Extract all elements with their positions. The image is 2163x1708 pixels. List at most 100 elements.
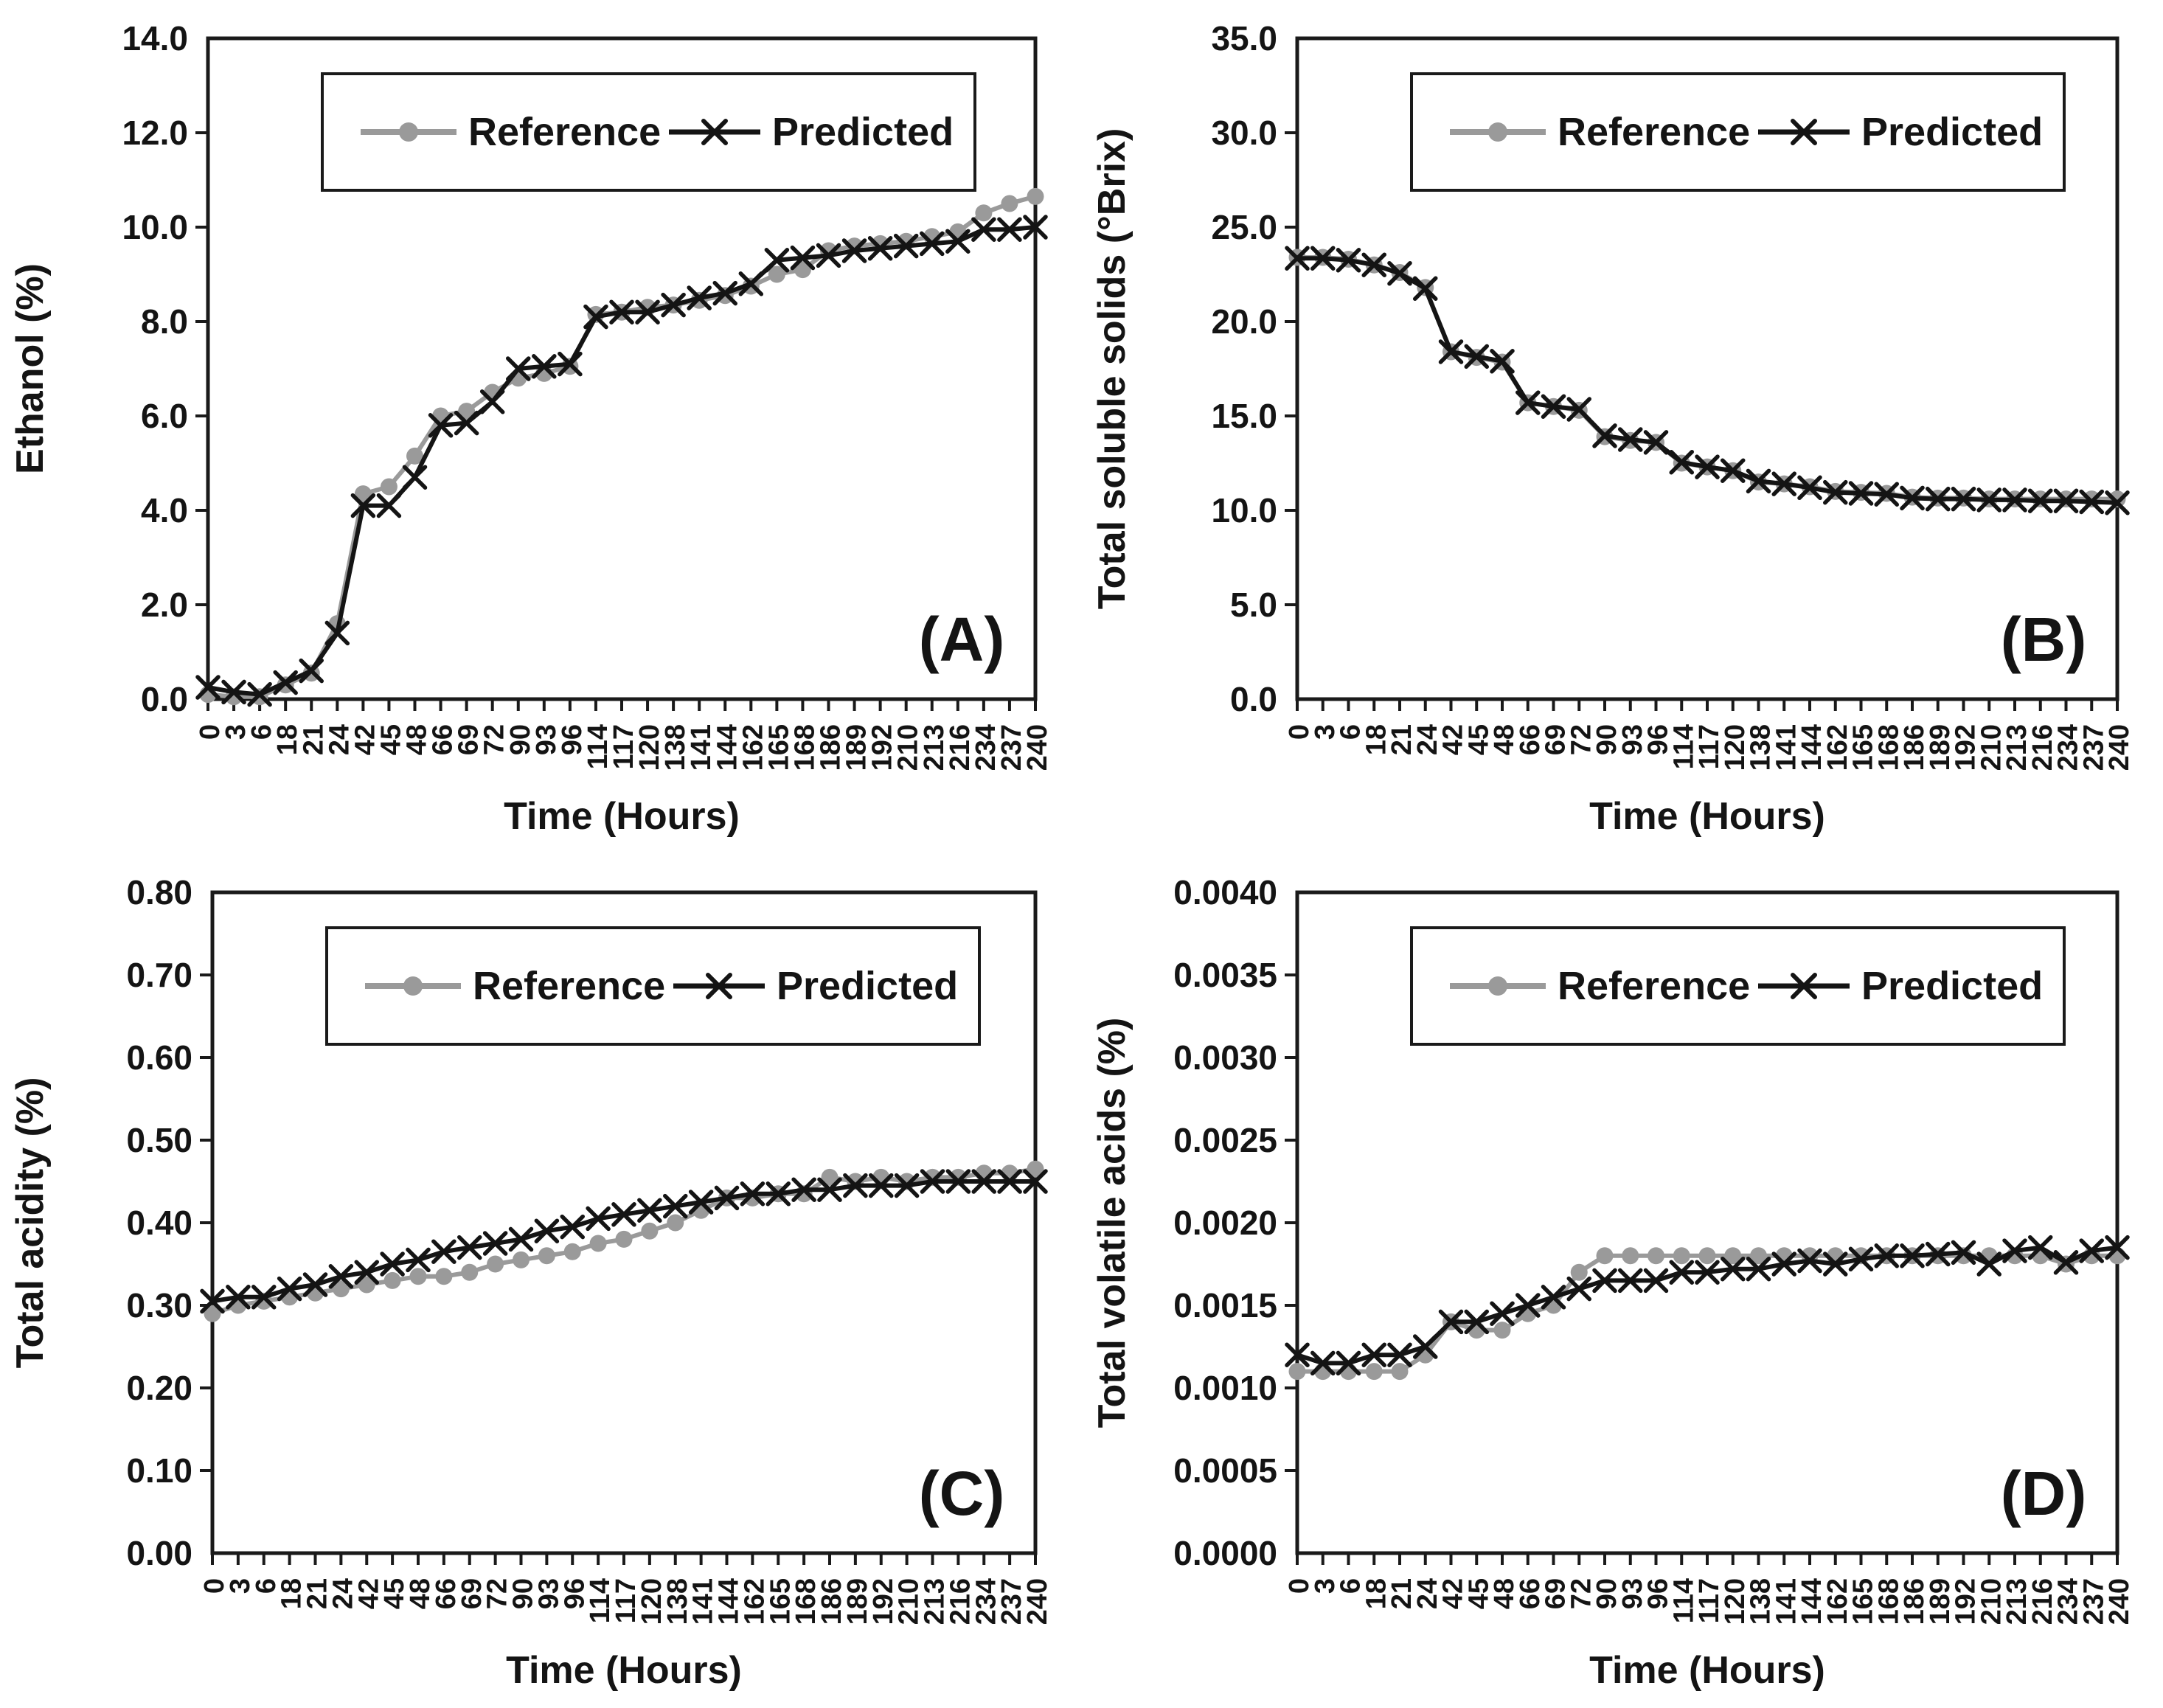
x-tick-label: 72 <box>1566 724 1597 755</box>
x-tick-label: 216 <box>945 724 976 771</box>
x-tick-label: 42 <box>1438 724 1469 755</box>
predicted-point-marker <box>1695 454 1720 479</box>
predicted-point-marker <box>1023 215 1048 240</box>
x-tick-label: 45 <box>379 1578 410 1609</box>
panel-letter: (B) <box>2001 605 2087 674</box>
x-tick-label: 192 <box>868 1578 899 1625</box>
x-tick-label: 162 <box>1822 724 1853 771</box>
y-tick-label: 0.30 <box>126 1286 192 1325</box>
predicted-point-marker <box>2053 1250 2079 1275</box>
predicted-point-marker <box>1976 487 2001 513</box>
predicted-point-marker <box>2105 490 2130 515</box>
predicted-point-marker <box>1336 1350 1361 1376</box>
x-tick-label: 210 <box>1976 1578 2007 1625</box>
predicted-point-marker <box>1516 1293 1541 1318</box>
predicted-point-marker <box>1797 1248 1822 1274</box>
x-tick-label: 21 <box>1386 1578 1417 1609</box>
x-tick-label: 96 <box>1643 724 1674 755</box>
x-tick-label: 240 <box>2104 724 2135 771</box>
predicted-point-marker <box>687 285 712 310</box>
x-tick-label: 213 <box>2001 724 2032 771</box>
x-tick-label: 144 <box>1796 1578 1827 1625</box>
x-axis-title: Time (Hours) <box>504 795 740 838</box>
predicted-point-marker <box>712 280 737 306</box>
y-tick-label: 0.00 <box>126 1534 192 1572</box>
predicted-point-marker <box>765 1181 791 1207</box>
predicted-point-marker <box>971 217 996 242</box>
predicted-point-marker <box>221 679 246 705</box>
predicted-point-marker <box>841 238 867 263</box>
predicted-point-marker <box>482 1231 508 1256</box>
x-tick-label: 138 <box>662 1578 693 1625</box>
predicted-point-marker <box>1285 1342 1310 1367</box>
y-tick-label: 0.80 <box>126 873 192 912</box>
x-tick-label: 42 <box>1438 1578 1469 1609</box>
y-tick-label: 2.0 <box>141 586 188 624</box>
predicted-point-marker <box>816 243 841 268</box>
x-tick-label: 114 <box>1668 724 1699 769</box>
x-tick-label: 162 <box>739 1578 770 1625</box>
predicted-point-marker <box>1771 1252 1796 1277</box>
predicted-point-marker <box>1310 246 1336 271</box>
predicted-point-marker <box>1900 1243 1925 1268</box>
chart-a: 0.0 2.0 4.0 6.0 8.0 10.0 12.0 14.0 0361821244245… <box>9 19 1053 838</box>
x-tick-label: 6 <box>251 1578 282 1594</box>
predicted-point-marker <box>350 493 376 518</box>
predicted-point-marker <box>1823 479 1848 505</box>
predicted-point-marker <box>1721 458 1746 483</box>
y-tick-label: 0.60 <box>126 1038 192 1077</box>
chart-d: 0.0000 0.0005 0.0010 0.0015 0.0020 0.0025 0.00… <box>1091 873 2135 1692</box>
predicted-series <box>195 215 1048 707</box>
predicted-point-marker <box>2053 488 2079 513</box>
reference-point-marker <box>1027 187 1044 205</box>
predicted-point-marker <box>1413 276 1438 301</box>
x-tick-label: 114 <box>583 724 614 769</box>
x-tick-label: 237 <box>2078 724 2109 771</box>
x-tick-label: 216 <box>2027 724 2058 771</box>
x-tick-label: 237 <box>2078 1578 2109 1625</box>
y-axis-title: Total soluble solids (°Brix) <box>1091 128 1133 610</box>
predicted-point-marker <box>508 1226 534 1252</box>
x-tick-label: 93 <box>533 1578 564 1609</box>
y-tick-label: 5.0 <box>1230 586 1277 624</box>
x-tick-label: 120 <box>1720 1578 1751 1625</box>
x-tick-label: 162 <box>737 724 768 771</box>
x-tick-label: 3 <box>225 1578 256 1594</box>
predicted-point-marker <box>454 410 479 436</box>
predicted-point-marker <box>1900 485 1925 511</box>
x-tick-label: 117 <box>608 724 639 769</box>
legend: Reference Predicted <box>325 926 981 1046</box>
y-tick-label: 0.0030 <box>1173 1038 1277 1077</box>
reference-point-marker <box>1724 1247 1742 1265</box>
reference-point-marker <box>1596 1247 1614 1265</box>
predicted-point-marker <box>2028 488 2053 513</box>
y-tick-label: 10.0 <box>122 208 188 246</box>
x-tick-label: 189 <box>1925 724 1956 771</box>
predicted-point-marker <box>406 1247 431 1273</box>
x-tick-label: 234 <box>971 724 1001 771</box>
legend-reference-label: Reference <box>1558 110 1750 154</box>
reference-point-marker <box>1648 1247 1664 1265</box>
x-tick-label: 18 <box>277 1578 308 1609</box>
predicted-point-marker <box>583 304 608 330</box>
chart-b: 0.05.010.015.020.025.030.035.00361821244… <box>1091 19 2135 838</box>
x-tick-label: 45 <box>375 724 406 755</box>
x-tick-label: 66 <box>431 1578 462 1609</box>
reference-point-marker <box>383 1271 401 1289</box>
x-tick-label: 21 <box>298 724 329 755</box>
reference-point-marker <box>794 261 811 279</box>
reference-point-marker <box>487 1255 504 1273</box>
predicted-point-marker <box>1387 1342 1412 1367</box>
x-tick-label: 216 <box>945 1578 976 1625</box>
reference-point-marker <box>641 1222 659 1240</box>
predicted-point-marker <box>1387 260 1412 286</box>
reference-point-marker <box>358 1276 375 1294</box>
x-tick-label: 93 <box>531 724 562 755</box>
x-tick-label: 186 <box>816 724 847 771</box>
panel-c-total-acidity: 0.00 0.10 0.20 0.30 0.40 0.50 0.60 0.70 0.80 0 3 6 1… <box>0 854 1081 1708</box>
predicted-point-marker <box>2079 489 2104 515</box>
x-tick-label: 0 <box>1284 724 1315 740</box>
y-tick-label: 0.0040 <box>1173 873 1277 912</box>
panel-a-ethanol: 0.0 2.0 4.0 6.0 8.0 10.0 12.0 14.0 0 3 6 18 21 24 42 45… <box>0 0 1081 854</box>
predicted-point-marker <box>1823 1252 1848 1277</box>
